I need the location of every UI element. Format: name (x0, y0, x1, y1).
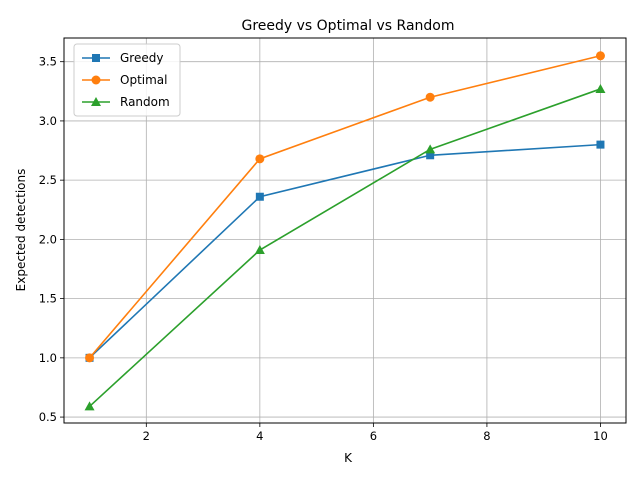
legend-marker (92, 54, 100, 62)
x-tick-label: 10 (593, 429, 608, 443)
y-tick-label: 2.5 (39, 173, 57, 187)
data-point-greedy (596, 140, 605, 149)
data-point-random (425, 144, 436, 154)
data-point-greedy (255, 192, 264, 201)
series-line-greedy (88, 143, 601, 359)
series-random (84, 83, 606, 411)
data-point-optimal (425, 92, 435, 102)
legend-marker (91, 97, 101, 106)
x-axis-ticks: 2 4 6 8 10 (143, 423, 608, 443)
data-point-optimal (255, 154, 265, 164)
series-line-optimal (88, 54, 601, 359)
x-tick-label: 4 (256, 429, 263, 443)
y-tick-label: 1.0 (39, 351, 57, 365)
legend-marker (91, 75, 101, 85)
data-point-random (595, 83, 606, 93)
y-tick-label: 2.0 (39, 232, 57, 246)
data-point-greedy (426, 151, 435, 160)
series-greedy (85, 140, 605, 362)
series-optimal (85, 51, 605, 363)
y-tick-label: 3.5 (39, 55, 57, 69)
legend-label: Greedy (120, 51, 163, 65)
data-point-optimal (595, 51, 605, 61)
data-point-random (84, 401, 95, 411)
x-axis-label: K (344, 451, 353, 465)
x-tick-label: 8 (483, 429, 490, 443)
x-tick-label: 6 (370, 429, 377, 443)
legend-label: Random (120, 95, 170, 109)
legend-item-random: Random (82, 95, 170, 109)
y-tick-label: 1.5 (39, 292, 57, 306)
y-tick-label: 0.5 (39, 410, 57, 424)
chart-title: Greedy vs Optimal vs Random (241, 18, 454, 34)
legend-label: Optimal (120, 73, 167, 87)
y-axis-label: Expected detections (14, 169, 28, 292)
y-axis-ticks: 0.5 1.0 1.5 2.0 2.5 3.0 3.5 (39, 55, 64, 424)
plot-frame (63, 37, 627, 424)
x-tick-label: 2 (143, 429, 150, 443)
y-tick-label: 3.0 (39, 114, 57, 128)
legend: Greedy Optimal Random (73, 43, 181, 117)
data-point-optimal (85, 353, 95, 363)
series-layer (84, 51, 606, 411)
legend-item-greedy: Greedy (82, 51, 163, 65)
data-point-random (254, 245, 265, 255)
legend-box (73, 43, 181, 117)
legend-item-optimal: Optimal (82, 73, 167, 87)
series-line-random (89, 88, 601, 408)
